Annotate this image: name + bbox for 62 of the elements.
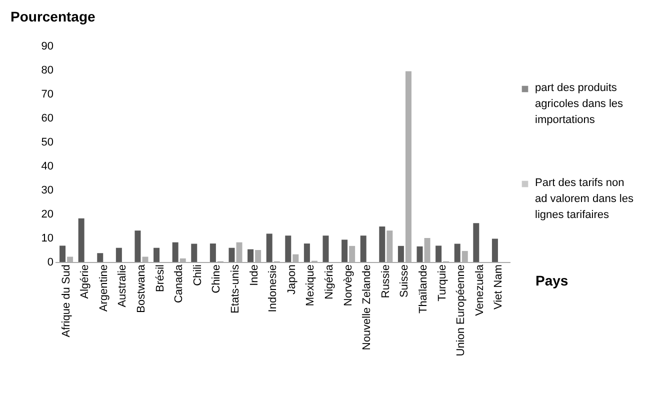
- bar: [116, 248, 122, 262]
- x-tick-label: Thaïlande: [418, 264, 430, 314]
- bar: [228, 248, 235, 262]
- bar: [398, 246, 404, 262]
- x-tick-label: Venezuela: [474, 264, 486, 316]
- y-tick-label: 0: [47, 256, 54, 268]
- bar: [60, 246, 66, 262]
- bar: [436, 246, 442, 262]
- x-tick-label: Turquie: [436, 264, 448, 302]
- x-tick-label: Chili: [192, 264, 204, 286]
- x-tick-label: Mexique: [304, 264, 317, 306]
- bar: [342, 240, 348, 262]
- bar: [322, 236, 329, 262]
- y-tick-label: 90: [41, 40, 54, 52]
- x-tick-label: Australie: [116, 264, 129, 308]
- legend-label: part des produits agricoles dans les importations: [535, 82, 624, 126]
- bar: [134, 230, 141, 262]
- x-tick-label: Etats-unis: [229, 264, 242, 314]
- bar: [360, 236, 366, 262]
- bar: [172, 242, 178, 262]
- legend-label: Part des tarifs non ad valorem dans les lignes tarifaires: [535, 177, 634, 221]
- bar: [285, 236, 292, 262]
- bar: [473, 223, 480, 262]
- x-tick-label: Norvège: [342, 264, 354, 306]
- x-tick-label: Afrique du Sud: [60, 264, 72, 338]
- bar: [97, 253, 104, 262]
- bar: [304, 244, 310, 262]
- x-tick-label: Suisse: [398, 264, 411, 298]
- x-tick-label: Inde: [248, 264, 260, 286]
- x-tick-label: Viet Nam: [492, 264, 505, 310]
- y-tick-label: 20: [41, 208, 54, 220]
- bar: [78, 218, 84, 262]
- bar: [492, 238, 498, 262]
- y-tick-label: 30: [41, 184, 54, 196]
- bar: [266, 234, 272, 262]
- bar: [416, 246, 423, 262]
- y-tick-label: 50: [41, 136, 54, 148]
- y-tick-label: 80: [41, 64, 54, 76]
- y-tick-label: 40: [41, 160, 54, 172]
- bar: [191, 244, 198, 262]
- x-tick-label: Chine: [210, 264, 223, 294]
- x-tick-label: Nouvelle Zelande: [361, 264, 374, 350]
- bar: [379, 226, 386, 262]
- x-tick-label: Bostwana: [135, 264, 148, 313]
- bar: [248, 249, 254, 262]
- x-tick-label: Union Européenne: [455, 264, 468, 356]
- y-tick-label: 70: [41, 88, 54, 100]
- x-axis-title: Pays: [536, 272, 568, 288]
- x-tick-label: Indonesie: [267, 264, 280, 312]
- y-tick-label: 10: [41, 232, 54, 244]
- x-tick-label: Russie: [380, 264, 392, 298]
- x-tick-label: Canada: [173, 264, 186, 304]
- x-tick-label: Nigéria: [324, 264, 336, 300]
- y-tick-label: 60: [41, 112, 54, 124]
- bar: [210, 244, 216, 262]
- x-tick-label: Algérie: [79, 264, 92, 299]
- x-tick-label: Japon: [286, 264, 298, 294]
- x-tick-label: Brésil: [154, 264, 166, 292]
- bar: [454, 244, 460, 262]
- x-tick-label: Argentine: [98, 264, 110, 312]
- bar: [154, 248, 160, 262]
- y-axis-title: Pourcentage: [10, 8, 96, 24]
